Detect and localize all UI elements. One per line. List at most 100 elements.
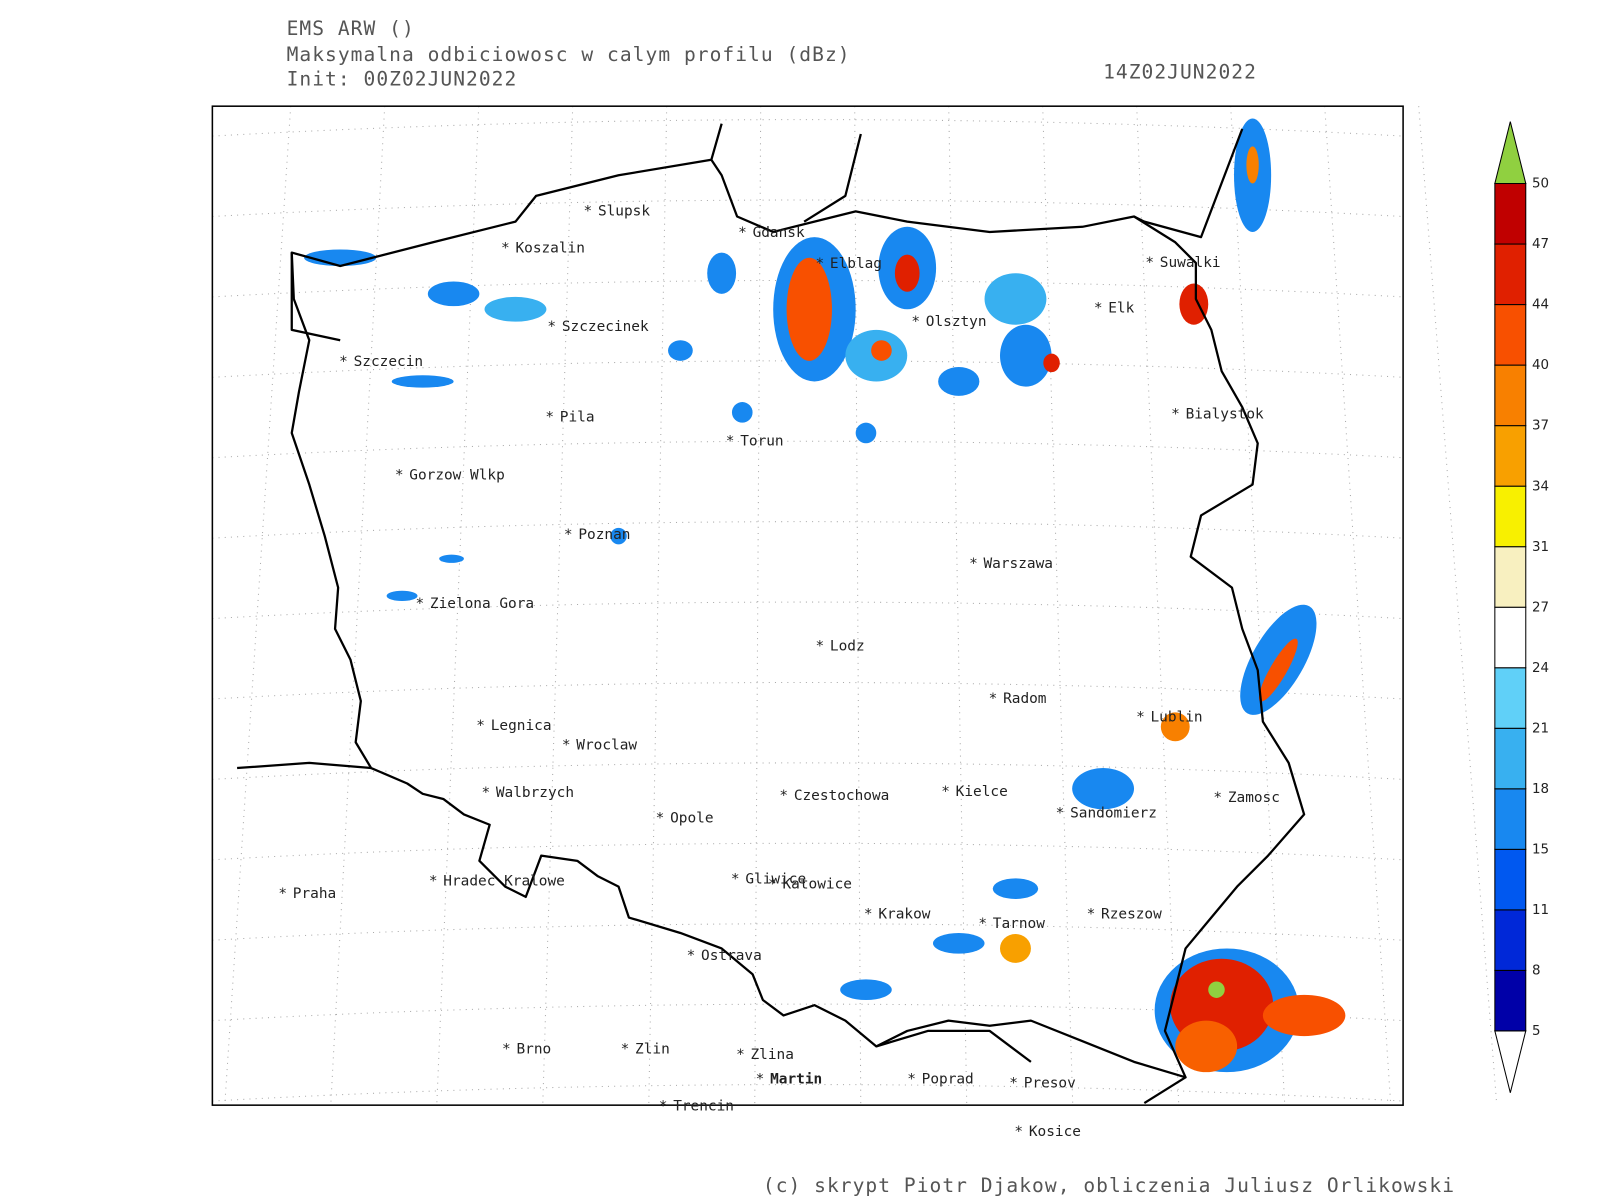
grid-line <box>948 106 968 1106</box>
grid-line <box>212 842 1404 861</box>
city-marker: * <box>564 527 573 543</box>
reflectivity-field <box>304 118 1346 1073</box>
init-time: Init: 00Z02JUN2022 <box>287 68 518 91</box>
city-marker: * <box>687 948 696 964</box>
echo <box>427 281 480 307</box>
echo <box>984 273 1047 325</box>
city-label: Presov <box>1024 1076 1076 1092</box>
city-label: Szczecin <box>354 354 423 370</box>
city-marker: * <box>547 319 556 335</box>
city-marker: * <box>738 225 747 241</box>
grid-line <box>212 923 1404 941</box>
city-marker: * <box>978 916 987 932</box>
city-label: Opole <box>670 811 713 827</box>
colorbar-segment <box>1494 727 1527 790</box>
colorbar-label: 34 <box>1532 479 1549 494</box>
colorbar-segment <box>1494 606 1527 669</box>
colorbar-over <box>1494 121 1527 185</box>
city-marker: * <box>736 1047 745 1063</box>
city-label: Gliwice <box>745 872 806 888</box>
city-label: Torun <box>740 433 783 449</box>
colorbar-label: 11 <box>1532 903 1549 918</box>
echo <box>391 375 454 388</box>
colorbar-segment <box>1494 425 1527 487</box>
city-label: Zamosc <box>1228 790 1280 806</box>
city-label: Zlin <box>635 1042 670 1058</box>
city-label: Poznan <box>578 527 630 543</box>
grid-line <box>1324 106 1392 1106</box>
city-marker: * <box>1145 255 1154 271</box>
city-labels: * Slupsk * Koszalin * Gdansk * Elblag * Suwalki * E… <box>278 203 1280 1140</box>
grid-line <box>212 279 1404 298</box>
credit: (c) skrypt Piotr Djakow, obliczenia Juli… <box>763 1174 1455 1197</box>
grid-line <box>1042 106 1074 1106</box>
colorbar-segment <box>1494 788 1527 850</box>
city-marker: * <box>815 639 824 655</box>
colorbar-label: 18 <box>1532 782 1549 797</box>
city-marker: * <box>969 556 978 572</box>
echo <box>871 340 892 361</box>
colorbar-label: 27 <box>1532 600 1549 615</box>
city-label: Brno <box>516 1042 551 1058</box>
city-label: Wroclaw <box>576 737 637 753</box>
echo <box>668 340 693 361</box>
grid-line <box>212 762 1404 780</box>
colorbar-label: 15 <box>1532 842 1549 857</box>
grid-line <box>224 106 292 1106</box>
echo <box>610 527 627 545</box>
colorbar-segment <box>1494 969 1527 1032</box>
city-label: Bialystok <box>1186 407 1264 423</box>
city-marker: * <box>1009 1076 1018 1092</box>
city-label: Zlina <box>751 1047 794 1063</box>
city-marker: * <box>1136 710 1145 726</box>
city-label: Praha <box>293 886 336 902</box>
city-label: Gdansk <box>753 225 805 241</box>
city-label: Poprad <box>922 1072 974 1088</box>
colorbar: 5 8 11 15 18 21 24 27 31 34 37 40 44 47 50 <box>1494 121 1549 1093</box>
city-marker: * <box>1087 907 1096 923</box>
echo <box>731 402 753 423</box>
city-label: Elblag <box>830 256 882 272</box>
grid-line <box>1418 106 1498 1106</box>
echo <box>1160 712 1190 742</box>
city-label: Koszalin <box>515 241 584 257</box>
city-label: Slupsk <box>598 203 650 219</box>
city-label: Pila <box>560 410 595 426</box>
city-marker: * <box>502 1042 511 1058</box>
grid-line <box>212 1084 1404 1102</box>
city-label: Elk <box>1108 300 1134 316</box>
echo <box>840 979 892 1000</box>
grid-line <box>648 106 668 1106</box>
city-marker: * <box>501 241 510 257</box>
poland-border <box>290 158 1306 1079</box>
colorbar-segment <box>1494 182 1527 245</box>
city-marker: * <box>659 1098 668 1114</box>
echo <box>1000 934 1031 963</box>
echo <box>1000 324 1052 387</box>
city-marker: * <box>864 907 873 923</box>
city-label: Katowice <box>782 877 851 893</box>
city-label: Lodz <box>830 639 865 655</box>
city-label: Warszawa <box>984 556 1053 572</box>
city-marker: * <box>1056 806 1065 822</box>
colorbar-segment <box>1494 848 1527 911</box>
colorbar-segment <box>1494 909 1527 971</box>
grid-line <box>212 360 1404 378</box>
city-marker: * <box>726 433 735 449</box>
echo <box>1179 283 1209 325</box>
colorbar-segment <box>1494 546 1527 608</box>
city-label: Krakow <box>878 907 930 923</box>
echo <box>707 252 737 294</box>
city-marker: * <box>562 737 571 753</box>
echo <box>1175 1020 1238 1073</box>
colorbar-label: 5 <box>1532 1024 1541 1039</box>
grid-line <box>212 199 1404 218</box>
city-label: Szczecinek <box>562 319 649 335</box>
city-marker: * <box>731 872 740 888</box>
city-label: Radom <box>1003 691 1046 707</box>
echo <box>1246 146 1259 184</box>
city-label: Olsztyn <box>926 314 987 330</box>
coast <box>710 123 862 223</box>
city-marker: * <box>911 314 920 330</box>
